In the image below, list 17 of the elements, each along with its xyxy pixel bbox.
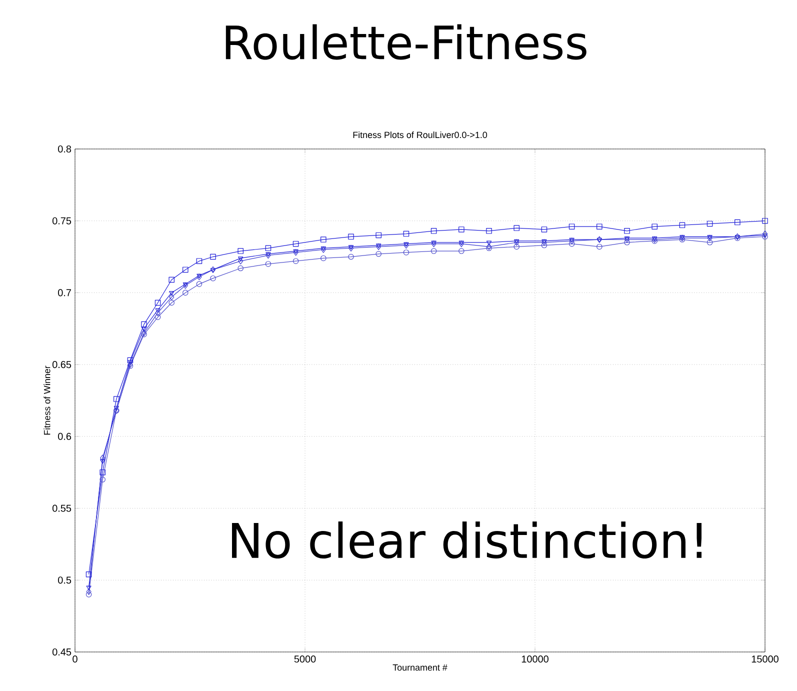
y-tick-label: 0.5 [58,576,72,584]
y-tick-label: 0.55 [52,504,72,512]
y-tick-label: 0.45 [52,648,72,656]
y-tick-label: 0.8 [58,145,72,153]
y-axis-title: Fitness of Winner [44,366,50,435]
x-tick-label: 5000 [294,656,316,663]
y-tick-label: 0.65 [52,361,72,368]
x-tick-label: 0 [72,656,78,663]
y-tick-label: 0.7 [58,289,71,296]
x-tick-label: 15000 [752,656,778,663]
y-tick-label: 0.6 [58,432,72,440]
chart-subtitle: Fitness Plots of RoulLiver0.0->1.0 [353,131,488,138]
x-tick-label: 10000 [522,656,548,663]
annotation: No clear distinction! [232,521,702,558]
x-axis-title: Tournament # [392,664,448,671]
y-tick-label: 0.75 [52,217,72,224]
chart-title: Roulette-Fitness [226,24,586,60]
